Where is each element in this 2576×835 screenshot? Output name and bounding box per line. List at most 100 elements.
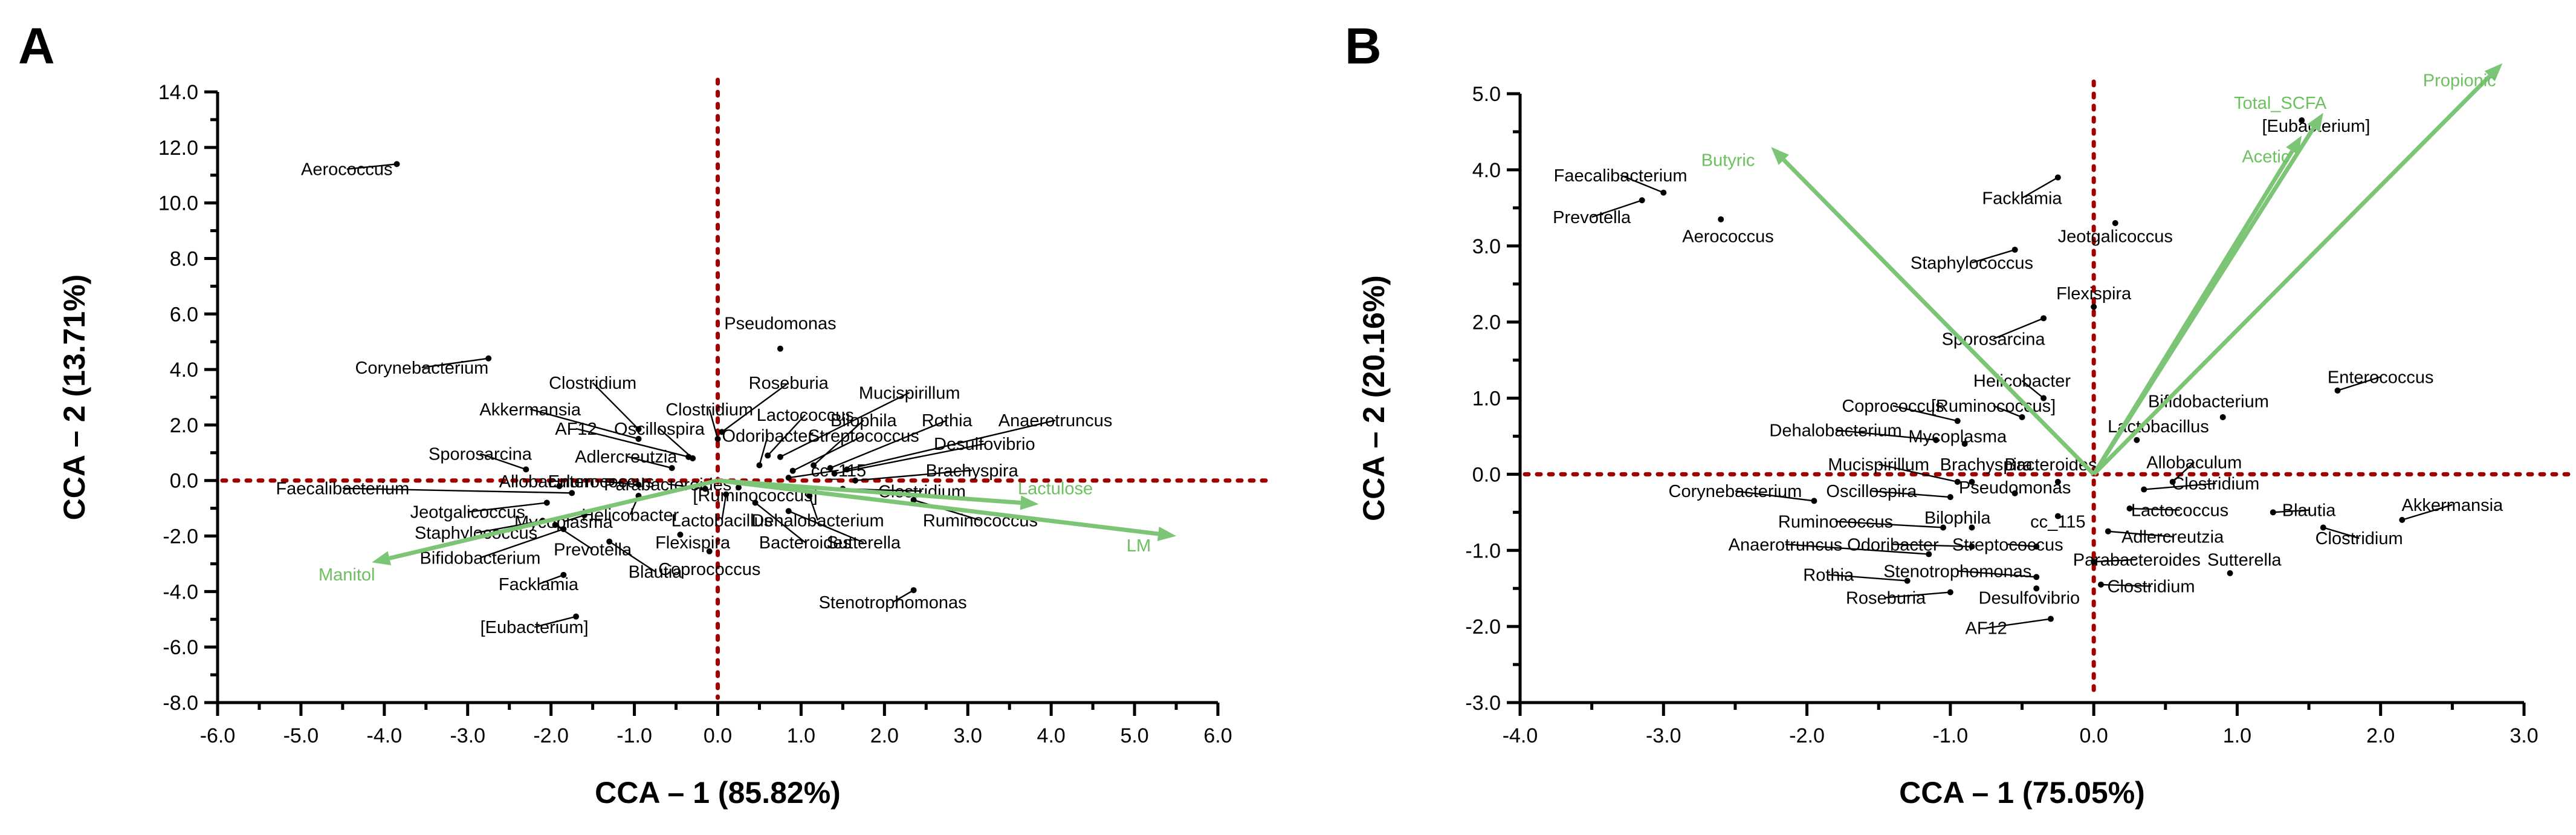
- point-label: Sporosarcina: [429, 444, 532, 464]
- point-label: Enterococcus: [2328, 368, 2434, 387]
- point-leader-line: [2401, 504, 2453, 521]
- vector-label: Lactulose: [1018, 479, 1093, 499]
- point-label: Ruminococcus: [1778, 512, 1893, 531]
- vector-line: [389, 478, 719, 560]
- point-label: Blautia: [629, 562, 683, 582]
- point-leader-line: [2021, 177, 2059, 199]
- point-marker: [2169, 478, 2176, 485]
- point-label: cc_115: [811, 461, 866, 481]
- point-leader-line: [1972, 249, 2015, 264]
- point-leader-line: [708, 409, 719, 440]
- point-label: Lactococcus: [757, 406, 854, 425]
- point-leader-line: [1957, 570, 2037, 578]
- point-leader-line: [467, 502, 547, 513]
- point-label: Sutterella: [2207, 550, 2282, 570]
- point-leader-line: [529, 408, 639, 440]
- point-leader-line: [421, 357, 489, 369]
- point-marker: [2019, 414, 2025, 420]
- y-tick-label: 4.0: [170, 359, 198, 382]
- point-marker: [2334, 387, 2341, 394]
- y-tick-label: 0.0: [1472, 463, 1501, 486]
- vector-arrowhead: [2484, 63, 2503, 82]
- point-marker: [806, 492, 813, 499]
- point-marker: [2033, 543, 2040, 550]
- point-label: Dehalobacterium: [1769, 421, 1901, 440]
- x-tick-label: 2.0: [2366, 724, 2395, 747]
- point-marker: [706, 548, 713, 554]
- point-label: Parabacteroides: [2073, 550, 2201, 570]
- point-leader-line: [1892, 544, 1972, 548]
- x-tick-label: 4.0: [1037, 724, 1066, 747]
- point-leader-line: [626, 455, 672, 469]
- point-marker: [2091, 559, 2097, 565]
- x-tick-label: 2.0: [870, 724, 899, 747]
- point-label: Mucispirillum: [859, 383, 960, 403]
- point-marker: [2011, 490, 2018, 496]
- point-marker: [1969, 478, 1975, 485]
- point-marker: [1969, 543, 1975, 550]
- point-marker: [765, 452, 771, 459]
- point-leader-line: [788, 510, 864, 544]
- point-label: AF12: [1966, 619, 2007, 638]
- point-marker: [2033, 585, 2040, 592]
- point-marker: [485, 355, 492, 362]
- point-marker: [1639, 197, 1645, 204]
- point-label: Helicobacter: [1973, 372, 2071, 391]
- point-label: Facklamia: [499, 575, 579, 594]
- point-marker: [1961, 441, 1968, 447]
- point-marker: [789, 467, 796, 474]
- x-tick-label: 1.0: [787, 724, 815, 747]
- point-marker: [635, 435, 642, 442]
- point-marker: [569, 490, 575, 496]
- point-label: Sporosarcina: [1942, 330, 2046, 349]
- vector-arrowhead: [2286, 135, 2302, 155]
- point-label: Rothia: [922, 411, 973, 430]
- point-marker: [2054, 174, 2061, 181]
- y-tick-label: -1.0: [1465, 539, 1501, 562]
- point-label: Bifidobacterium: [420, 548, 541, 568]
- point-leader-line: [780, 392, 910, 458]
- point-label: Clostridium: [2172, 475, 2259, 494]
- point-label: Enterococcus: [548, 472, 655, 492]
- y-tick-label: 12.0: [158, 137, 198, 160]
- point-leader-line: [2021, 380, 2044, 399]
- point-marker: [560, 571, 567, 578]
- point-label: Corynebacterium: [1669, 482, 1802, 501]
- point-label: Clostridium: [2108, 577, 2195, 596]
- point-leader-line: [1871, 490, 1950, 498]
- x-tick-label: 1.0: [2223, 724, 2251, 747]
- panel-label: A: [18, 18, 55, 74]
- point-leader-line: [1620, 174, 1664, 193]
- point-leader-line: [1878, 463, 1958, 483]
- point-leader-line: [563, 514, 585, 522]
- point-marker: [1954, 478, 1961, 485]
- x-tick-label: 0.0: [2080, 724, 2108, 747]
- point-label: Faecalibacterium: [276, 479, 409, 499]
- point-marker: [2141, 486, 2147, 493]
- point-label: Oscillospira: [614, 420, 705, 439]
- point-marker: [2047, 616, 2054, 622]
- x-axis-title: CCA – 1 (75.05%): [1899, 776, 2145, 810]
- point-label: Coprococcus: [658, 560, 760, 579]
- y-tick-label: 10.0: [158, 192, 198, 215]
- point-marker: [606, 538, 613, 545]
- point-label: Corynebacterium: [355, 359, 488, 378]
- y-tick-label: -6.0: [163, 636, 198, 659]
- point-label: Adlercreutzia: [2121, 528, 2224, 547]
- point-marker: [1947, 589, 1953, 596]
- vector-line: [2092, 149, 2294, 476]
- point-marker: [573, 613, 580, 620]
- point-leader-line: [2094, 559, 2137, 563]
- point-leader-line: [2108, 530, 2173, 538]
- vector-label: Propionic: [2423, 71, 2496, 90]
- vector-line: [717, 478, 1159, 536]
- point-marker: [723, 491, 730, 498]
- point-label: Clostridium: [665, 400, 753, 420]
- point-marker: [690, 455, 696, 461]
- point-label: Rothia: [1803, 566, 1854, 585]
- point-leader-line: [754, 502, 806, 544]
- point-label: Brachyspira: [1940, 455, 2033, 475]
- point-label: Prevotella: [1553, 208, 1631, 227]
- point-label: Mycoplasma: [1908, 427, 2007, 447]
